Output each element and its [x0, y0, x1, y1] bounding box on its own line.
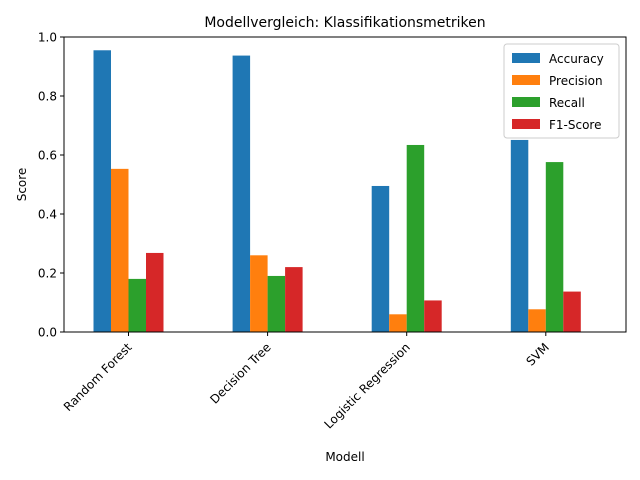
y-tick-label: 0.6 [38, 149, 57, 163]
bar-recall-logistic-regression [406, 144, 425, 332]
bar-accuracy-logistic-regression [371, 185, 390, 332]
bar-precision-random-forest [111, 168, 129, 332]
y-tick-label: 0.0 [38, 326, 57, 340]
bar-recall-decision-tree [267, 275, 286, 332]
y-axis-title: Score [15, 168, 29, 202]
legend-swatch [512, 97, 540, 107]
legend-label: Accuracy [549, 52, 604, 66]
bar-f1-score-logistic-regression [424, 300, 442, 332]
legend-swatch [512, 119, 540, 129]
y-tick-label: 0.4 [38, 208, 57, 222]
plot-frame [63, 36, 627, 333]
legend-swatch [512, 53, 540, 63]
x-tick-label: Logistic Regression [322, 340, 413, 431]
x-tick-label: SVM [524, 340, 552, 368]
chart-title: Modellvergleich: Klassifikationsmetriken [204, 15, 485, 31]
x-tick-label: Random Forest [61, 340, 135, 414]
bar-accuracy-random-forest [93, 50, 111, 332]
y-tick-label: 0.8 [38, 90, 57, 104]
bar-accuracy-svm [510, 139, 529, 332]
bar-recall-random-forest [128, 278, 146, 332]
y-axis: 0.0 0.2 0.4 0.6 0.8 1.0 [38, 31, 64, 340]
y-tick-label: 0.2 [38, 267, 57, 281]
bar-precision-logistic-regression [389, 314, 407, 332]
bars-group [93, 50, 581, 332]
legend-label: F1-Score [549, 118, 601, 132]
y-tick-label: 1.0 [38, 31, 57, 45]
legend-frame [503, 43, 620, 139]
x-axis: Random Forest Decision Tree Logistic Regre… [61, 332, 552, 432]
legend: Accuracy Precision Recall F1-Score [503, 43, 620, 139]
bar-f1-score-random-forest [146, 252, 164, 332]
x-tick-label: Decision Tree [207, 340, 273, 406]
bar-recall-svm [545, 162, 564, 332]
bar-f1-score-svm [563, 291, 581, 332]
legend-label: Precision [549, 74, 603, 88]
bar-f1-score-decision-tree [285, 267, 303, 332]
legend-swatch [512, 75, 540, 85]
legend-label: Recall [549, 96, 585, 110]
bar-accuracy-decision-tree [232, 55, 251, 332]
x-axis-title: Modell [325, 450, 364, 464]
bar-precision-svm [528, 309, 546, 332]
bar-precision-decision-tree [250, 255, 268, 332]
